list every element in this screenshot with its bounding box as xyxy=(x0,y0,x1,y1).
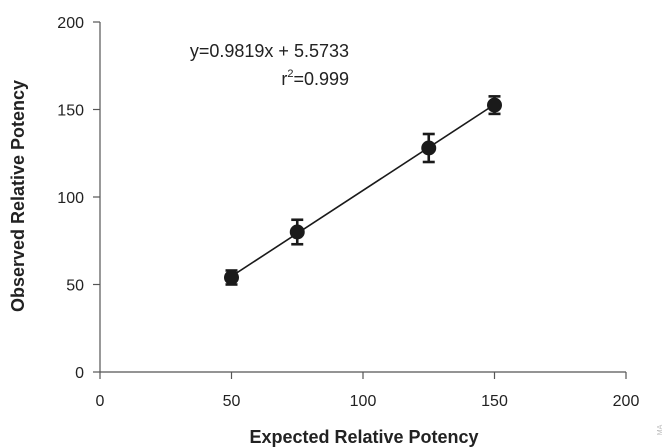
fit-equation: y=0.9819x + 5.5733 xyxy=(190,41,349,61)
axes xyxy=(99,22,626,373)
x-tick-label: 200 xyxy=(613,393,640,410)
r-squared-annotation: r2=0.999 xyxy=(281,68,349,89)
points-layer xyxy=(224,95,502,286)
x-ticks: 0 50 100 150 200 xyxy=(96,372,640,410)
x-tick-label: 0 xyxy=(96,393,105,410)
r-squared-superscript: 2 xyxy=(287,68,293,80)
y-tick-label: 0 xyxy=(75,365,84,382)
y-axis-title: Observed Relative Potency xyxy=(8,80,28,312)
data-point xyxy=(224,270,239,285)
y-tick-label: 150 xyxy=(57,103,84,120)
y-tick-label: 50 xyxy=(66,278,84,295)
x-tick-label: 100 xyxy=(350,393,377,410)
x-axis-title: Expected Relative Potency xyxy=(249,427,478,447)
data-point xyxy=(289,224,305,240)
data-point xyxy=(421,140,437,156)
watermark: MA xyxy=(657,424,664,435)
fit-line xyxy=(231,103,495,278)
y-ticks: 0 50 100 150 200 xyxy=(57,15,100,382)
x-tick-label: 150 xyxy=(481,393,508,410)
y-tick-label: 200 xyxy=(57,15,84,32)
data-point xyxy=(487,97,502,113)
r-squared-value: =0.999 xyxy=(293,69,349,89)
x-tick-label: 50 xyxy=(223,393,241,410)
fit-layer xyxy=(231,103,495,278)
y-tick-label: 100 xyxy=(57,190,84,207)
r-squared-symbol: r xyxy=(281,69,287,89)
